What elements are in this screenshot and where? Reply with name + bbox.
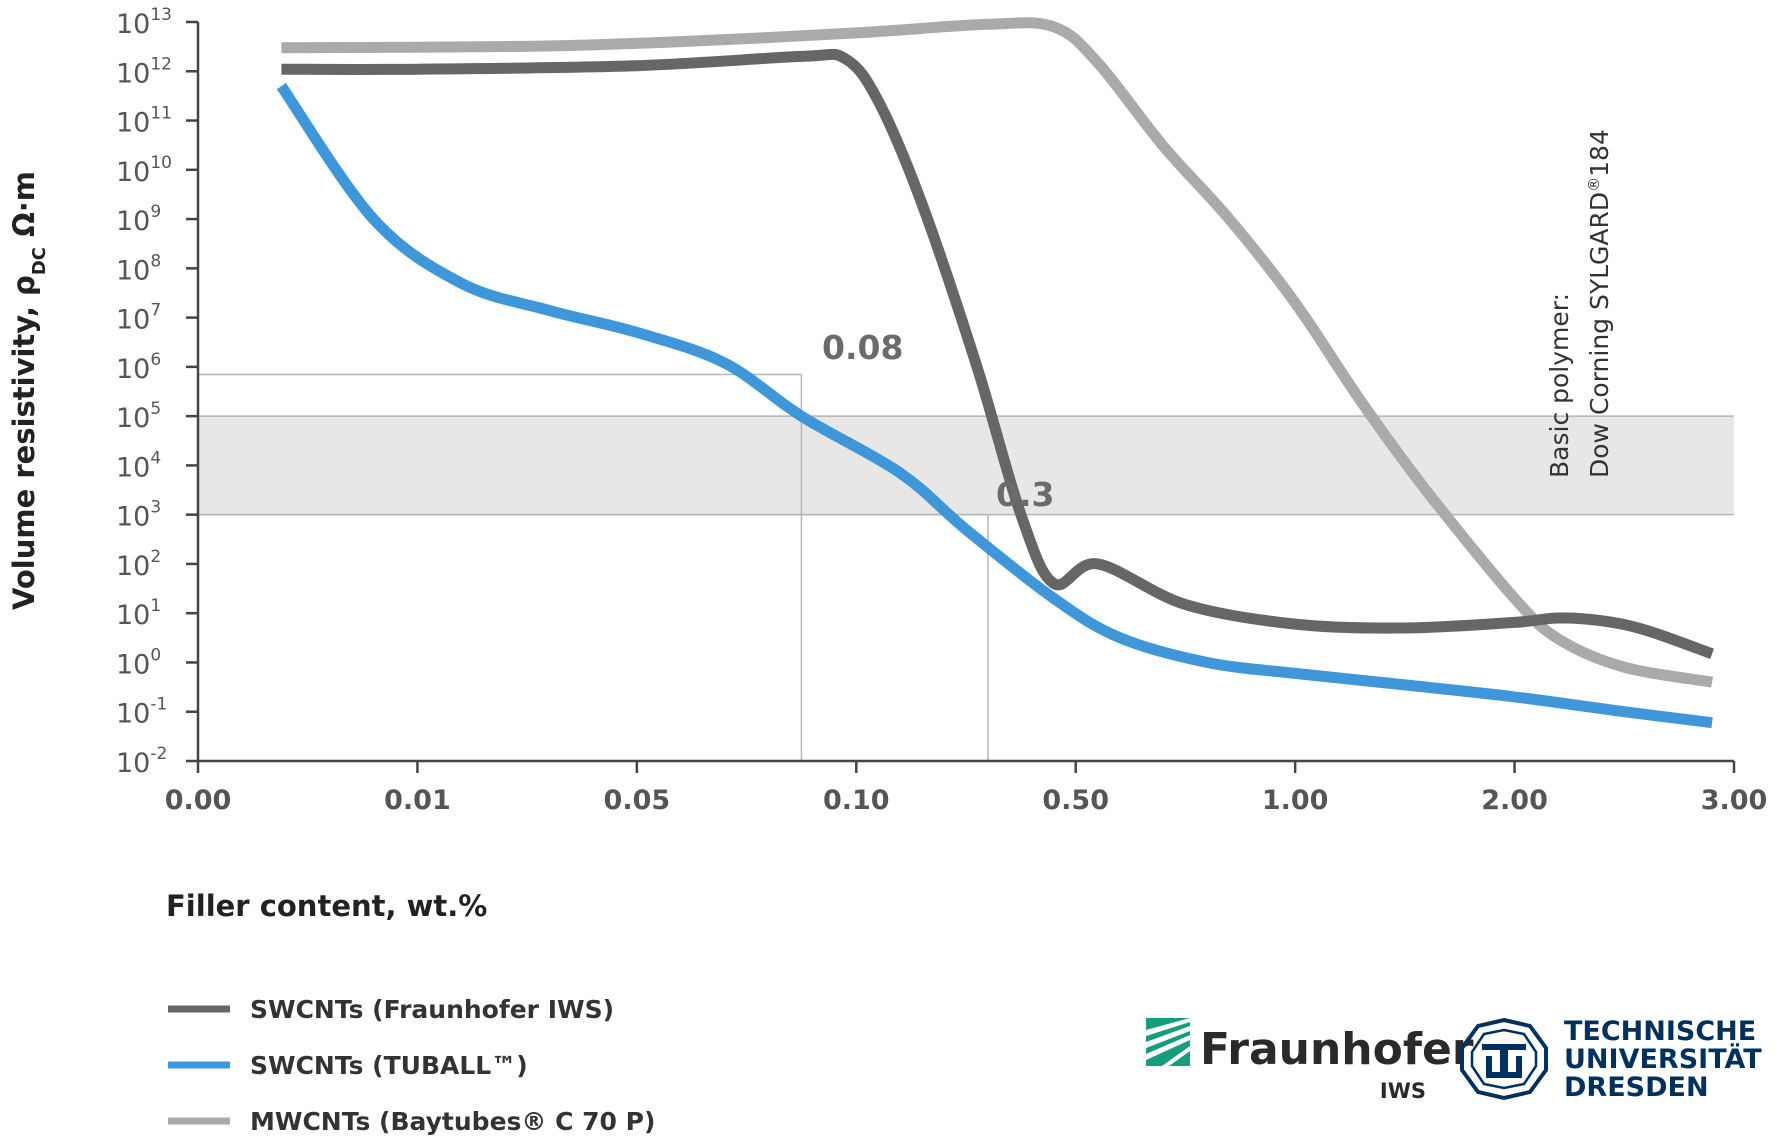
note-line-2-main: Dow Corning SYLGARD [1585,192,1614,478]
series-line-0 [281,48,1714,659]
y-tick-label-13: 100 [116,645,161,680]
x-tick-label-2: 0.05 [604,785,671,816]
legend-label-0: SWCNTs (Fraunhofer IWS) [250,995,614,1024]
y-tick-base: 10 [116,108,150,139]
x-tick-label-3: 0.10 [823,785,890,816]
y-tick-label-0: 1013 [116,5,172,40]
y-tick-base: 10 [116,452,150,483]
y-tick-base: 10 [116,748,150,779]
y-tick-base: 10 [116,9,150,40]
y-axis-title: Volume resistivity, ρDC Ω·m [7,171,50,610]
y-tick-base: 10 [116,649,150,680]
reference-lines-layer [198,373,989,761]
note-line-2-reg: ® [1585,177,1603,192]
x-tick-label-6: 2.00 [1481,785,1548,816]
y-tick-label-5: 108 [116,251,161,286]
y-tick-base: 10 [116,699,150,730]
y-tick-label-7: 106 [116,350,161,385]
x-tick-label-7: 3.00 [1701,785,1768,816]
legend-label-1: SWCNTs (TUBALL™) [250,1051,528,1080]
x-tick-label-5: 1.00 [1262,785,1329,816]
y-tick-base: 10 [116,305,150,336]
y-tick-exponent: 12 [150,54,172,74]
y-tick-exponent: 5 [150,399,161,419]
y-tick-label-8: 105 [116,399,161,434]
y-tick-label-4: 109 [116,202,161,237]
note-line-2: Dow Corning SYLGARD®184 [1585,129,1614,478]
y-tick-base: 10 [116,502,150,533]
note-line-1: Basic polymer: [1545,293,1574,478]
y-tick-base: 10 [116,58,150,89]
x-tick-label-1: 0.01 [384,785,451,816]
series-line-2 [281,17,1714,688]
y-axis-title-unit: Ω·m [7,171,41,247]
y-tick-label-15: 10-2 [116,744,167,779]
target-range-band [198,416,1734,515]
y-tick-label-6: 107 [116,301,161,336]
y-tick-exponent: -1 [150,695,167,715]
y-tick-exponent: 7 [150,301,161,321]
y-tick-base: 10 [116,403,150,434]
basic-polymer-note: Basic polymer: Dow Corning SYLGARD®184 [1545,129,1614,478]
y-tick-exponent: 9 [150,202,161,222]
y-tick-label-11: 102 [116,547,161,582]
axes-layer: 1013101210111010109108107106105104103102… [116,5,1767,816]
series-layer [276,17,1714,729]
y-axis-label: Volume resistivity, ρDC Ω·m [7,171,50,610]
y-tick-label-12: 101 [116,596,161,631]
y-tick-exponent: 11 [150,104,172,124]
tu-dresden-line-3: DRESDEN [1564,1072,1709,1103]
fraunhofer-logo: Fraunhofer IWS [1146,1018,1474,1103]
y-tick-label-3: 1010 [116,153,172,188]
y-tick-base: 10 [116,206,150,237]
y-tick-exponent: 1 [150,596,161,616]
series-line-1 [276,82,1713,729]
y-tick-exponent: 10 [150,153,172,173]
legend: SWCNTs (Fraunhofer IWS) SWCNTs (TUBALL™) M… [168,995,655,1136]
tu-dresden-line-1: TECHNISCHE [1564,1016,1756,1047]
y-tick-exponent: 13 [150,5,172,25]
y-tick-exponent: -2 [150,744,167,764]
y-tick-label-1: 1012 [116,54,172,89]
y-tick-exponent: 0 [150,645,161,665]
annotation-0.08: 0.08 [822,328,903,367]
y-tick-label-2: 1011 [116,104,172,139]
annotation-0.3: 0.3 [996,475,1054,514]
legend-label-2: MWCNTs (Baytubes® C 70 P) [250,1107,655,1136]
y-axis-title-main: Volume resistivity, ρ [7,275,41,610]
x-tick-label-4: 0.50 [1042,785,1109,816]
y-tick-base: 10 [116,600,150,631]
y-tick-exponent: 3 [150,498,161,518]
note-line-2-end: 184 [1585,129,1614,177]
y-tick-exponent: 4 [150,448,161,468]
x-tick-label-0: 0.00 [165,785,232,816]
fraunhofer-iws-label: IWS [1380,1079,1426,1103]
y-tick-exponent: 6 [150,350,161,370]
y-tick-base: 10 [116,551,150,582]
y-tick-base: 10 [116,354,150,385]
fraunhofer-wordmark: Fraunhofer [1200,1024,1474,1075]
x-axis-label: Filler content, wt.% [166,889,487,923]
tu-dresden-seal-icon [1460,1017,1548,1101]
fraunhofer-mark-icon [1146,1018,1190,1066]
y-tick-base: 10 [116,255,150,286]
shaded-band-layer [198,415,1734,516]
y-tick-label-10: 103 [116,498,161,533]
y-tick-exponent: 8 [150,251,161,271]
y-tick-base: 10 [116,157,150,188]
y-tick-exponent: 2 [150,547,161,567]
tu-dresden-logo: TECHNISCHE UNIVERSITÄT DRESDEN [1460,1016,1762,1103]
y-tick-label-9: 104 [116,448,161,483]
y-tick-label-14: 10-1 [116,695,167,730]
tu-dresden-line-2: UNIVERSITÄT [1564,1043,1762,1075]
y-axis-title-sub: DC [29,247,50,275]
